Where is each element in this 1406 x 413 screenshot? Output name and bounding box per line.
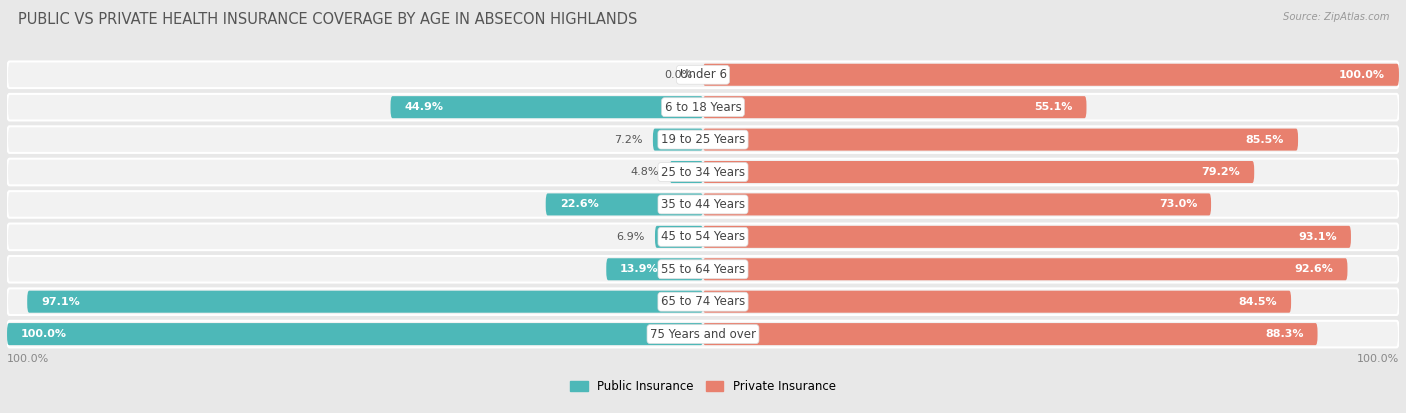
FancyBboxPatch shape [7,94,1399,121]
Text: 19 to 25 Years: 19 to 25 Years [661,133,745,146]
Text: 6.9%: 6.9% [616,232,644,242]
Text: 88.3%: 88.3% [1265,329,1303,339]
FancyBboxPatch shape [7,321,1399,347]
Text: 55 to 64 Years: 55 to 64 Years [661,263,745,276]
FancyBboxPatch shape [7,256,1399,282]
Text: 75 Years and over: 75 Years and over [650,328,756,341]
FancyBboxPatch shape [7,62,1399,88]
Text: 84.5%: 84.5% [1239,297,1277,307]
Text: 85.5%: 85.5% [1246,135,1284,145]
Text: 45 to 54 Years: 45 to 54 Years [661,230,745,243]
FancyBboxPatch shape [655,226,703,248]
Text: 7.2%: 7.2% [614,135,643,145]
Text: 73.0%: 73.0% [1159,199,1197,209]
Text: 100.0%: 100.0% [1357,354,1399,364]
FancyBboxPatch shape [703,258,1347,280]
FancyBboxPatch shape [703,193,1211,216]
Legend: Public Insurance, Private Insurance: Public Insurance, Private Insurance [565,375,841,398]
Text: 97.1%: 97.1% [41,297,80,307]
FancyBboxPatch shape [7,288,1399,315]
FancyBboxPatch shape [7,323,703,345]
Text: 79.2%: 79.2% [1202,167,1240,177]
FancyBboxPatch shape [703,96,1087,118]
Text: Under 6: Under 6 [679,68,727,81]
FancyBboxPatch shape [703,226,1351,248]
Text: 6 to 18 Years: 6 to 18 Years [665,101,741,114]
FancyBboxPatch shape [546,193,703,216]
Text: 4.8%: 4.8% [631,167,659,177]
FancyBboxPatch shape [7,126,1399,153]
FancyBboxPatch shape [703,323,1317,345]
Text: PUBLIC VS PRIVATE HEALTH INSURANCE COVERAGE BY AGE IN ABSECON HIGHLANDS: PUBLIC VS PRIVATE HEALTH INSURANCE COVER… [18,12,638,27]
Text: 100.0%: 100.0% [21,329,67,339]
FancyBboxPatch shape [7,159,1399,185]
FancyBboxPatch shape [669,161,703,183]
Text: Source: ZipAtlas.com: Source: ZipAtlas.com [1282,12,1389,22]
Text: 44.9%: 44.9% [405,102,443,112]
FancyBboxPatch shape [606,258,703,280]
Text: 0.0%: 0.0% [664,70,693,80]
FancyBboxPatch shape [391,96,703,118]
Text: 100.0%: 100.0% [7,354,49,364]
FancyBboxPatch shape [7,191,1399,218]
FancyBboxPatch shape [703,291,1291,313]
Text: 93.1%: 93.1% [1298,232,1337,242]
FancyBboxPatch shape [703,128,1298,151]
Text: 13.9%: 13.9% [620,264,659,274]
Text: 100.0%: 100.0% [1339,70,1385,80]
FancyBboxPatch shape [27,291,703,313]
Text: 92.6%: 92.6% [1295,264,1333,274]
FancyBboxPatch shape [652,128,703,151]
FancyBboxPatch shape [703,64,1399,86]
Text: 25 to 34 Years: 25 to 34 Years [661,166,745,178]
FancyBboxPatch shape [703,161,1254,183]
Text: 35 to 44 Years: 35 to 44 Years [661,198,745,211]
FancyBboxPatch shape [7,223,1399,250]
Text: 55.1%: 55.1% [1035,102,1073,112]
Text: 65 to 74 Years: 65 to 74 Years [661,295,745,308]
Text: 22.6%: 22.6% [560,199,599,209]
